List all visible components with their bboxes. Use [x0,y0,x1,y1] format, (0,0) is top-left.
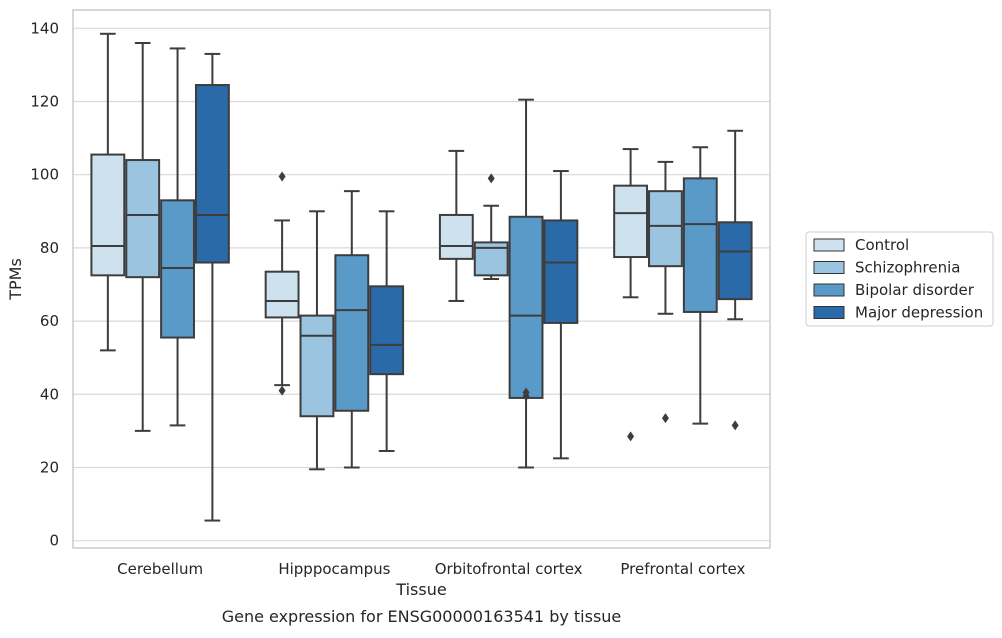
box-1-2 [473,173,509,280]
box-1-3 [648,160,683,424]
box-3-1 [369,210,405,453]
box-body [194,84,230,264]
legend-label-1: Schizophrenia [855,259,960,277]
box-3-0 [194,52,230,522]
box-body [264,270,300,319]
box-body [682,177,718,313]
x-tick-label-2: Orbitofrontal cortex [435,560,583,578]
legend-swatch-0 [813,238,845,252]
outlier-point-0 [627,431,635,442]
x-tick-label-1: Hipppocampus [278,560,390,578]
box-body [613,184,649,259]
box-1-0 [125,41,161,432]
box-body [369,285,405,376]
outlier-point-0 [278,171,286,182]
box-body [438,213,474,260]
box-2-0 [160,47,195,427]
x-tick-label-0: Cerebellum [117,560,203,578]
legend-label-3: Major depression [855,304,983,322]
box-body [508,215,544,399]
y-tick-label-60: 60 [40,312,59,330]
box-body [334,254,370,412]
y-axis-label: TPMs [6,258,25,301]
outlier-point-0 [731,420,739,431]
box-3-3 [717,129,753,431]
legend-frame [805,231,994,327]
y-tick-label-40: 40 [40,385,59,403]
y-tick-label-80: 80 [40,239,59,257]
outlier-point-1 [278,385,286,396]
y-tick-label-100: 100 [30,166,59,184]
y-tick-labels: 0 20 40 60 80 100 120 140 [30,19,59,549]
outlier-point-0 [661,413,669,424]
legend-swatch-1 [813,261,845,274]
box-0-3 [613,148,649,442]
box-2-2 [508,98,544,469]
box-0-2 [438,149,474,302]
y-tick-label-120: 120 [30,92,59,110]
y-tick-label-0: 0 [49,532,59,550]
legend-label-2: Bipolar disorder [855,281,975,299]
box-2-3 [682,146,718,425]
plot-frame [72,9,771,549]
box-body [648,190,683,268]
legend-label-0: Control [855,236,909,254]
box-body [299,314,335,418]
legend-swatch-3 [813,306,845,319]
outlier-point-0 [487,173,495,184]
legend: Control Schizophrenia Bipolar disorder Majo… [805,231,994,327]
box-1-1 [299,210,335,471]
box-3-2 [543,170,579,460]
x-tick-labels: Cerebellum Hipppocampus Orbitofrontal cort… [117,560,745,578]
box-body [90,153,126,277]
x-axis-label: Tissue [395,580,446,599]
box-body [125,159,161,279]
chart-caption: Gene expression for ENSG00000163541 by t… [222,607,622,626]
boxes [90,32,753,522]
box-body [717,221,753,301]
y-tick-label-140: 140 [30,19,59,37]
x-tick-label-3: Prefrontal cortex [620,560,745,578]
box-body [543,219,579,324]
box-0-1 [264,171,300,396]
y-tick-label-20: 20 [40,458,59,476]
box-0-0 [90,32,126,352]
outlier-point-1 [522,391,530,402]
box-2-1 [334,190,370,469]
legend-swatch-2 [813,283,845,297]
